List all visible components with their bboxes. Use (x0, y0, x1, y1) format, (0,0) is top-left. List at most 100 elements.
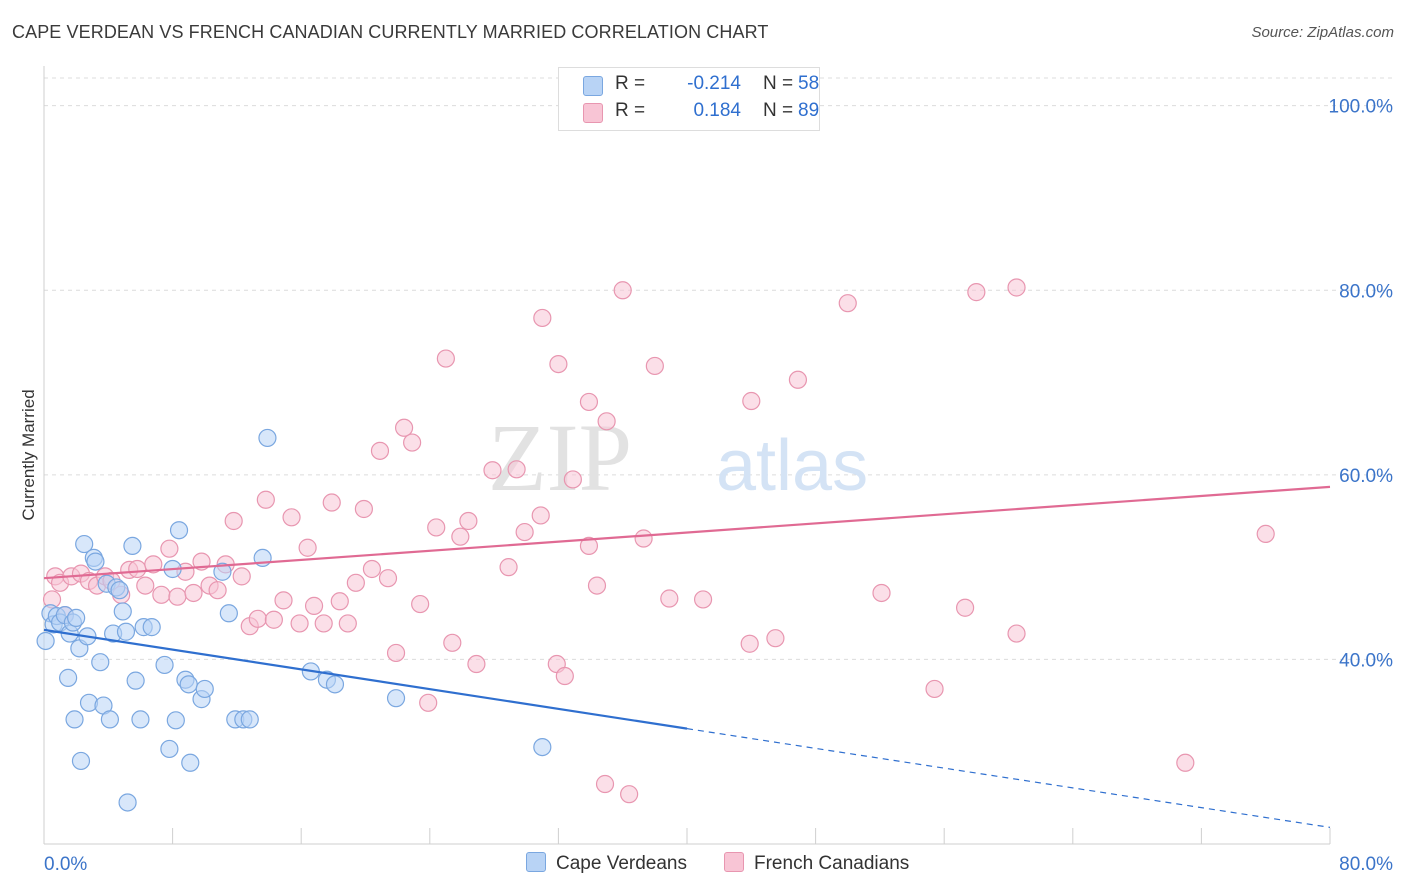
point-french-canadian (1007, 624, 1026, 643)
points-french-canadians (42, 278, 1275, 804)
point-french-canadian (872, 583, 891, 603)
point-french-canadian (620, 785, 639, 804)
point-cape-verdean (325, 675, 345, 694)
points-cape-verdeans (36, 428, 552, 812)
point-cape-verdean (71, 751, 91, 771)
point-cape-verdean (155, 655, 174, 675)
legend-label: Cape Verdeans (556, 853, 687, 874)
point-french-canadian (925, 679, 944, 699)
point-french-canadian (579, 392, 599, 412)
point-french-canadian (742, 391, 761, 411)
point-cape-verdean (386, 689, 406, 708)
point-french-canadian (419, 693, 438, 712)
legend-n-label: N = (763, 73, 794, 94)
point-french-canadian (362, 559, 382, 579)
point-french-canadian (290, 614, 309, 633)
point-french-canadian (248, 609, 267, 628)
legend-label: French Canadians (754, 853, 910, 874)
point-french-canadian (264, 610, 283, 629)
point-french-canadian (346, 573, 365, 592)
trend-line-cape-verdeans-extension (686, 728, 1331, 828)
y-tick-label: 60.0% (1339, 466, 1393, 487)
legend-swatch-blue (583, 76, 603, 96)
point-french-canadian (515, 522, 534, 542)
point-french-canadian (1007, 278, 1026, 297)
trend-line-french-canadians (43, 485, 1331, 580)
point-french-canadian (304, 596, 324, 615)
point-french-canadian (314, 614, 333, 633)
point-cape-verdean (116, 622, 136, 641)
point-french-canadian (136, 576, 155, 595)
point-cape-verdean (258, 428, 277, 448)
point-french-canadian (1256, 524, 1275, 544)
point-french-canadian (597, 412, 616, 431)
legend-r-label: R = (615, 73, 646, 94)
point-french-canadian (394, 418, 414, 437)
point-french-canadian (378, 569, 398, 588)
point-cape-verdean (75, 534, 94, 554)
point-french-canadian (507, 460, 526, 479)
tick-labels: 40.0% 60.0% 80.0% 100.0% 0.0% 80.0% (44, 97, 1393, 875)
point-french-canadian (766, 629, 785, 648)
axes (43, 66, 1331, 845)
point-french-canadian (208, 581, 227, 600)
legend-r-value: -0.214 (687, 73, 741, 94)
point-french-canadian (838, 294, 857, 313)
point-cape-verdean (169, 521, 189, 540)
legend-r-label: R = (615, 100, 646, 121)
legend-n-value: 58 (798, 73, 820, 94)
point-french-canadian (613, 281, 632, 300)
point-cape-verdean (36, 631, 55, 651)
point-french-canadian (555, 666, 574, 686)
point-cape-verdean (126, 671, 145, 690)
trend-lines (43, 485, 1331, 828)
y-tick-label: 40.0% (1339, 650, 1393, 671)
point-french-canadian (224, 511, 243, 531)
y-tick-label: 100.0% (1329, 97, 1394, 118)
point-french-canadian (1176, 753, 1195, 772)
chart-title: CAPE VERDEAN VS FRENCH CANADIAN CURRENTL… (12, 22, 769, 42)
legend-stats: R = -0.214 N = 58 R = 0.184 N = 89 (558, 67, 820, 131)
point-cape-verdean (195, 679, 214, 699)
point-french-canadian (660, 589, 679, 608)
watermark: ZIP atlas (488, 404, 868, 511)
point-french-canadian (152, 585, 171, 604)
point-french-canadian (967, 283, 986, 302)
point-cape-verdean (219, 604, 238, 623)
legend-item-french-canadians[interactable]: French Canadians (724, 852, 909, 878)
point-french-canadian (322, 493, 341, 512)
point-cape-verdean (91, 653, 110, 672)
point-french-canadian (128, 559, 147, 579)
legend-item-cape-verdeans[interactable]: Cape Verdeans (526, 852, 687, 878)
point-french-canadian (595, 774, 615, 794)
point-french-canadian (634, 529, 653, 548)
legend-swatch-pink (724, 852, 744, 872)
point-cape-verdean (67, 608, 86, 627)
point-french-canadian (411, 594, 430, 614)
x-tick-label: 80.0% (1339, 854, 1393, 875)
point-cape-verdean (59, 668, 78, 687)
point-cape-verdean (113, 602, 132, 621)
point-french-canadian (467, 654, 486, 674)
point-cape-verdean (131, 710, 150, 729)
point-french-canadian (549, 354, 568, 374)
point-french-canadian (499, 558, 518, 577)
y-axis-label: Currently Married (19, 389, 38, 520)
point-french-canadian (370, 441, 390, 460)
point-cape-verdean (110, 581, 129, 600)
point-cape-verdean (160, 739, 179, 759)
point-french-canadian (740, 634, 759, 653)
point-french-canadian (645, 356, 664, 376)
point-french-canadian (144, 555, 163, 574)
legend-n-value: 89 (798, 100, 820, 121)
point-french-canadian (459, 511, 478, 531)
point-cape-verdean (100, 710, 120, 729)
point-french-canadian (693, 590, 713, 609)
trend-line-cape-verdeans (43, 628, 688, 730)
point-french-canadian (955, 598, 975, 617)
point-french-canadian (533, 308, 552, 328)
point-french-canadian (386, 643, 406, 663)
point-french-canadian (443, 633, 462, 652)
point-french-canadian (531, 506, 550, 525)
